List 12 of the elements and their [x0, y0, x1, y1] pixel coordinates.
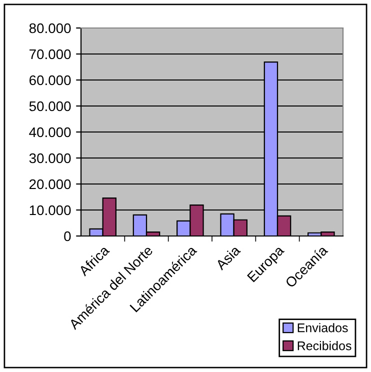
- legend-label: Recibidos: [298, 341, 352, 350]
- y-tick-label: 50.000: [29, 101, 71, 112]
- y-tick-label: 20.000: [30, 179, 71, 190]
- y-tick-label: 80.000: [29, 23, 71, 34]
- y-tick-label: 60.000: [30, 75, 71, 86]
- y-tick-label: 10.000: [30, 205, 71, 216]
- legend-label: Enviados: [298, 323, 348, 332]
- y-tick-label: 70.000: [30, 49, 71, 60]
- x-tick-label: Asia: [214, 244, 242, 271]
- y-tick-label: 40.000: [29, 127, 71, 138]
- y-tick-label: 30.000: [29, 153, 71, 164]
- y-tick-label: 0: [64, 231, 71, 242]
